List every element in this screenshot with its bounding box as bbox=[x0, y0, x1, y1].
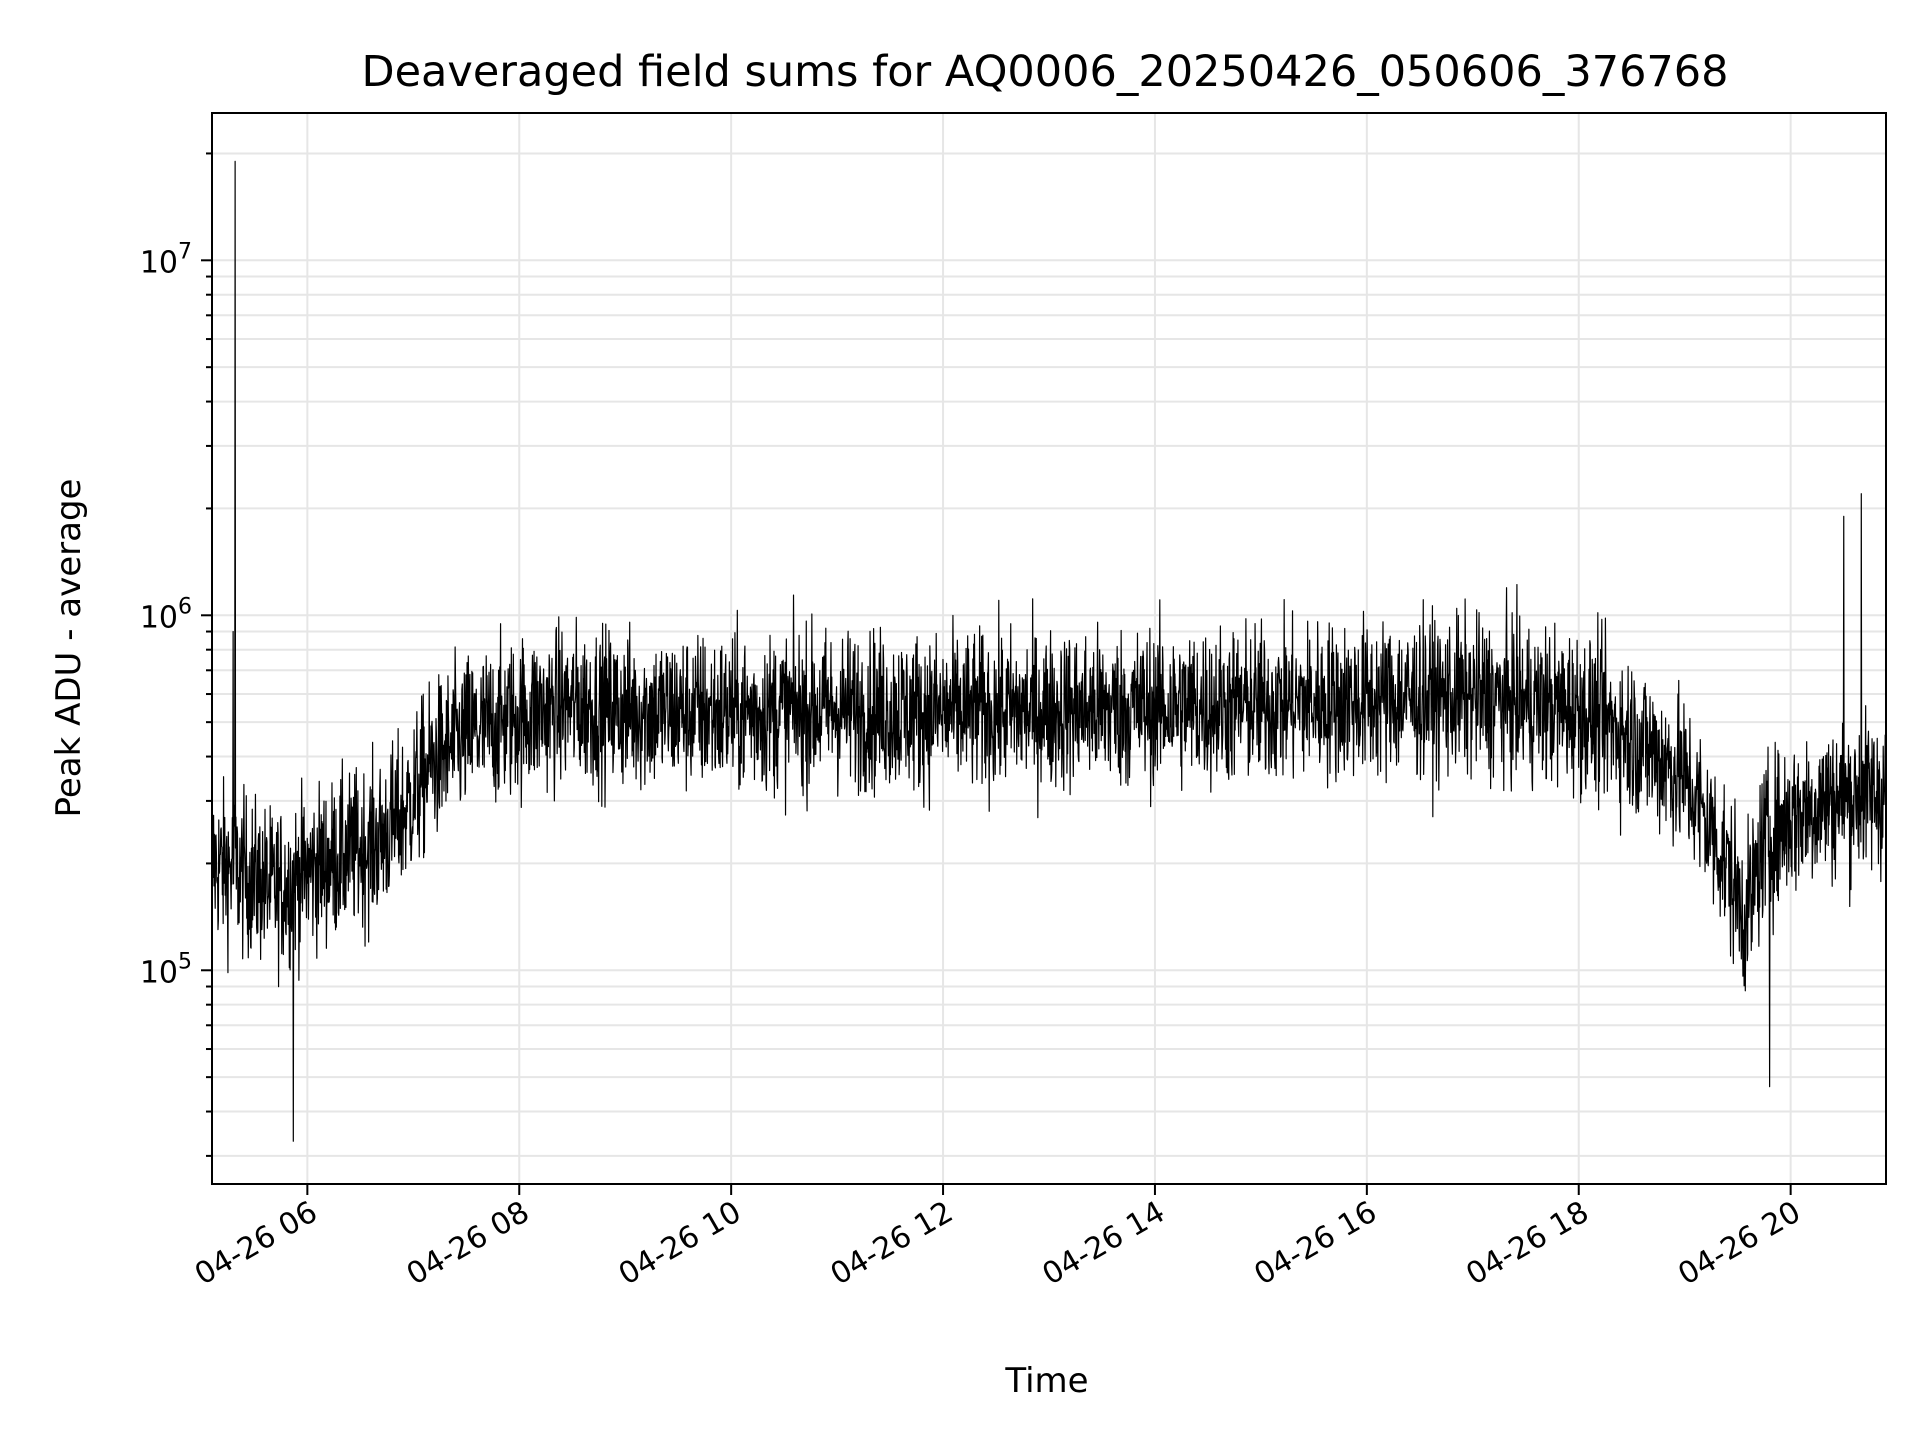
plot-frame bbox=[211, 112, 1887, 1185]
y-tick-base: 10 bbox=[140, 955, 178, 990]
y-tick-base: 10 bbox=[140, 245, 178, 280]
y-tick-exponent: 5 bbox=[178, 949, 192, 974]
y-tick-label: 106 bbox=[140, 594, 192, 635]
y-tick-label: 105 bbox=[140, 949, 192, 990]
y-tick-exponent: 7 bbox=[178, 239, 192, 264]
series-line bbox=[211, 160, 1887, 1142]
series-path bbox=[211, 160, 1887, 1142]
y-axis-label: Peak ADU - average bbox=[49, 479, 89, 818]
chart-title: Deaveraged field sums for AQ0006_2025042… bbox=[361, 47, 1728, 97]
y-tick-label: 107 bbox=[140, 239, 192, 280]
y-tick-exponent: 6 bbox=[178, 594, 192, 619]
x-axis-label: Time bbox=[1004, 1361, 1088, 1401]
y-tick-base: 10 bbox=[140, 600, 178, 635]
